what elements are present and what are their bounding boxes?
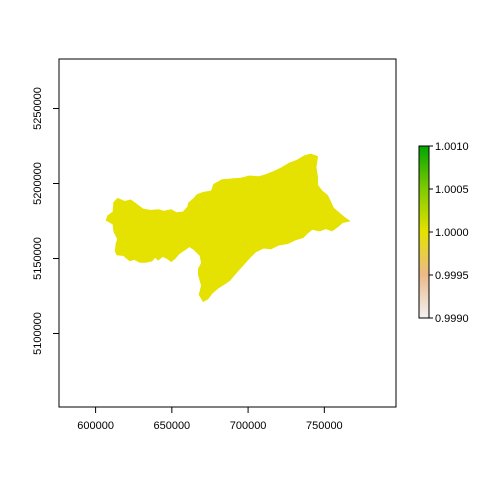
x-tick-label: 600000 xyxy=(77,420,114,432)
raster-region xyxy=(105,153,351,302)
y-tick-label: 5200000 xyxy=(32,162,44,205)
legend-tick-label: 1.0000 xyxy=(435,227,469,239)
x-tick-label: 700000 xyxy=(230,420,267,432)
y-tick-label: 5100000 xyxy=(32,312,44,355)
legend-color-bar xyxy=(418,145,430,319)
legend-tick-label: 1.0005 xyxy=(435,184,469,196)
legend-tick-label: 0.9990 xyxy=(435,313,469,325)
region-polygon xyxy=(105,153,351,302)
color-legend: 1.0010 1.0005 1.0000 0.9995 0.9990 xyxy=(418,141,469,325)
y-tick-label: 5250000 xyxy=(32,87,44,130)
legend-tick-label: 1.0010 xyxy=(435,141,469,153)
x-tick-label: 750000 xyxy=(306,420,343,432)
x-tick-label: 650000 xyxy=(153,420,190,432)
y-axis: 5100000 5150000 5200000 5250000 xyxy=(32,87,60,355)
x-axis: 600000 650000 700000 750000 xyxy=(77,406,343,432)
legend-tick-label: 0.9995 xyxy=(435,270,469,282)
y-tick-label: 5150000 xyxy=(32,237,44,280)
